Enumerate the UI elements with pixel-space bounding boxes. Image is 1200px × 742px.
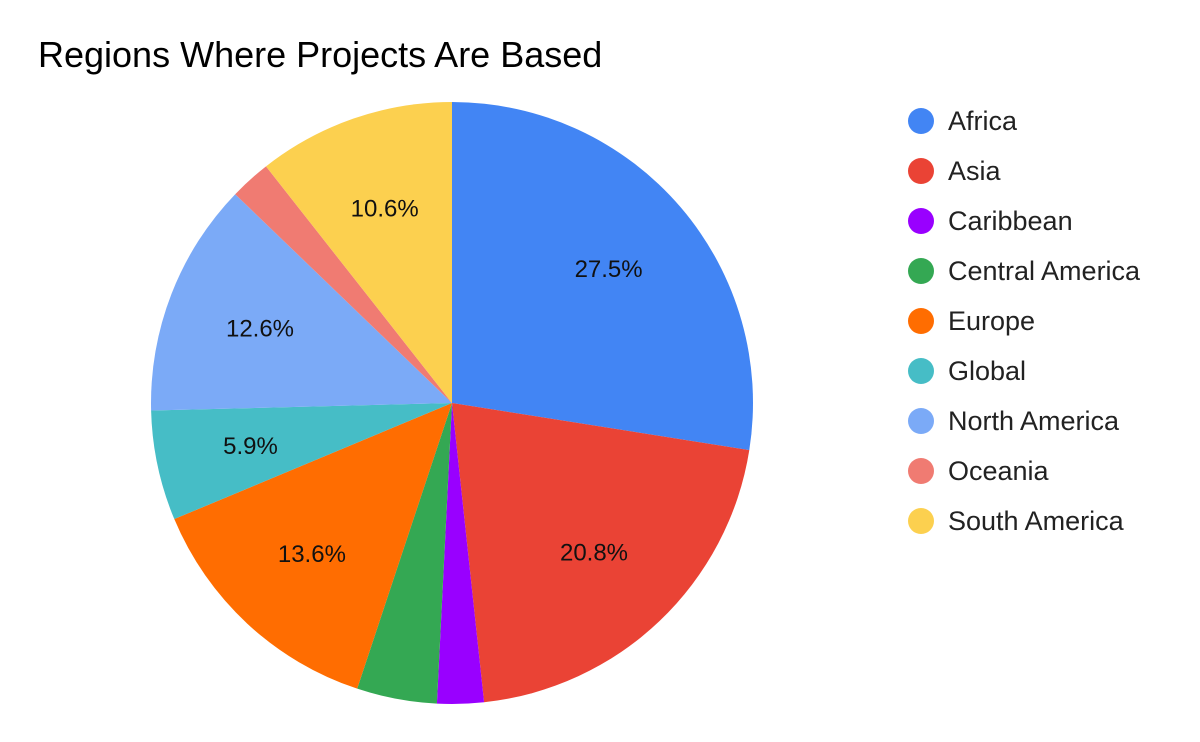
legend-item-europe: Europe bbox=[908, 296, 1140, 346]
legend-label: Asia bbox=[948, 156, 1001, 187]
legend-swatch bbox=[908, 458, 934, 484]
legend-item-global: Global bbox=[908, 346, 1140, 396]
legend-label: Oceania bbox=[948, 456, 1049, 487]
legend-swatch bbox=[908, 308, 934, 334]
slice-label-north-america: 12.6% bbox=[226, 315, 294, 342]
legend-swatch bbox=[908, 208, 934, 234]
legend-item-asia: Asia bbox=[908, 146, 1140, 196]
legend-item-caribbean: Caribbean bbox=[908, 196, 1140, 246]
legend-swatch bbox=[908, 358, 934, 384]
legend-label: Europe bbox=[948, 306, 1035, 337]
legend-label: North America bbox=[948, 406, 1119, 437]
legend-swatch bbox=[908, 508, 934, 534]
legend-swatch bbox=[908, 108, 934, 134]
legend-swatch bbox=[908, 408, 934, 434]
legend-label: Caribbean bbox=[948, 206, 1073, 237]
legend-label: South America bbox=[948, 506, 1124, 537]
legend-label: Central America bbox=[948, 256, 1140, 287]
legend-item-south-america: South America bbox=[908, 496, 1140, 546]
legend-item-north-america: North America bbox=[908, 396, 1140, 446]
legend-swatch bbox=[908, 158, 934, 184]
legend-item-africa: Africa bbox=[908, 96, 1140, 146]
slice-label-africa: 27.5% bbox=[575, 256, 643, 283]
slice-label-global: 5.9% bbox=[223, 433, 278, 460]
legend-swatch bbox=[908, 258, 934, 284]
legend-item-oceania: Oceania bbox=[908, 446, 1140, 496]
legend-item-central-america: Central America bbox=[908, 246, 1140, 296]
legend-label: Global bbox=[948, 356, 1026, 387]
legend: Africa Asia Caribbean Central America Europe… bbox=[908, 96, 1140, 546]
slice-label-south-america: 10.6% bbox=[351, 195, 419, 222]
slice-label-asia: 20.8% bbox=[560, 539, 628, 566]
slice-label-europe: 13.6% bbox=[278, 541, 346, 568]
legend-label: Africa bbox=[948, 106, 1017, 137]
